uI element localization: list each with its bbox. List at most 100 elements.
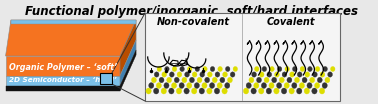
Circle shape (272, 77, 277, 83)
Circle shape (313, 72, 317, 77)
Circle shape (172, 66, 177, 72)
Circle shape (292, 83, 297, 88)
Circle shape (203, 66, 207, 72)
Circle shape (195, 66, 200, 72)
Text: Non-covalent: Non-covalent (157, 17, 230, 27)
Circle shape (197, 77, 202, 83)
Circle shape (184, 88, 189, 94)
Polygon shape (6, 76, 120, 86)
Circle shape (269, 83, 274, 88)
Circle shape (180, 66, 184, 72)
Circle shape (287, 77, 292, 83)
Circle shape (259, 72, 264, 77)
Circle shape (152, 77, 156, 83)
Circle shape (208, 72, 212, 77)
Circle shape (243, 88, 249, 94)
Circle shape (165, 66, 169, 72)
Circle shape (223, 72, 228, 77)
Circle shape (270, 66, 274, 72)
Circle shape (289, 88, 294, 94)
Circle shape (293, 66, 297, 72)
Circle shape (218, 66, 222, 72)
Circle shape (172, 83, 177, 88)
Circle shape (194, 83, 200, 88)
Circle shape (279, 77, 284, 83)
Circle shape (264, 77, 269, 83)
Circle shape (297, 88, 302, 94)
Circle shape (274, 72, 279, 77)
Polygon shape (120, 50, 136, 91)
Circle shape (319, 88, 325, 94)
Circle shape (169, 88, 174, 94)
Circle shape (277, 66, 282, 72)
Circle shape (225, 83, 230, 88)
Circle shape (310, 77, 314, 83)
Circle shape (182, 77, 187, 83)
Circle shape (230, 72, 235, 77)
Circle shape (207, 88, 212, 94)
Circle shape (330, 66, 335, 72)
Circle shape (228, 77, 232, 83)
Circle shape (176, 88, 182, 94)
Circle shape (299, 83, 305, 88)
Circle shape (192, 88, 197, 94)
Circle shape (312, 88, 317, 94)
Circle shape (200, 72, 204, 77)
Circle shape (302, 77, 307, 83)
Circle shape (305, 72, 310, 77)
Circle shape (187, 66, 192, 72)
Circle shape (159, 77, 164, 83)
Circle shape (164, 83, 169, 88)
Circle shape (308, 66, 312, 72)
Circle shape (297, 72, 302, 77)
Polygon shape (11, 20, 136, 24)
Circle shape (156, 83, 161, 88)
Circle shape (157, 66, 161, 72)
Circle shape (285, 66, 290, 72)
Circle shape (202, 83, 207, 88)
Circle shape (214, 88, 220, 94)
Circle shape (300, 66, 305, 72)
Circle shape (177, 72, 182, 77)
Polygon shape (6, 86, 120, 91)
Circle shape (307, 83, 312, 88)
Circle shape (254, 66, 259, 72)
Circle shape (322, 83, 327, 88)
Circle shape (277, 83, 282, 88)
Circle shape (267, 72, 272, 77)
Circle shape (281, 88, 287, 94)
Circle shape (252, 72, 256, 77)
Circle shape (204, 77, 210, 83)
Circle shape (187, 83, 192, 88)
Text: 2D Semiconductor – ‘hard’: 2D Semiconductor – ‘hard’ (9, 77, 117, 83)
Circle shape (284, 83, 289, 88)
Circle shape (185, 72, 189, 77)
Circle shape (153, 88, 159, 94)
Circle shape (217, 83, 222, 88)
Circle shape (251, 88, 256, 94)
Circle shape (257, 77, 262, 83)
Circle shape (261, 83, 266, 88)
Circle shape (254, 83, 259, 88)
Circle shape (215, 72, 220, 77)
Circle shape (314, 83, 320, 88)
Circle shape (220, 77, 225, 83)
Text: Covalent: Covalent (267, 17, 315, 27)
Circle shape (146, 88, 151, 94)
Circle shape (274, 88, 279, 94)
Circle shape (262, 66, 266, 72)
Circle shape (249, 77, 254, 83)
Circle shape (246, 83, 251, 88)
Circle shape (290, 72, 294, 77)
Circle shape (294, 77, 299, 83)
Circle shape (212, 77, 217, 83)
Circle shape (154, 72, 159, 77)
Circle shape (210, 66, 215, 72)
Polygon shape (120, 40, 136, 86)
Circle shape (328, 72, 332, 77)
Text: Functional polymer/inorganic, soft/hard interfaces: Functional polymer/inorganic, soft/hard … (25, 5, 358, 18)
Circle shape (323, 66, 327, 72)
Circle shape (317, 77, 322, 83)
Text: Organic Polymer – ‘soft’: Organic Polymer – ‘soft’ (9, 64, 117, 72)
Circle shape (149, 83, 154, 88)
